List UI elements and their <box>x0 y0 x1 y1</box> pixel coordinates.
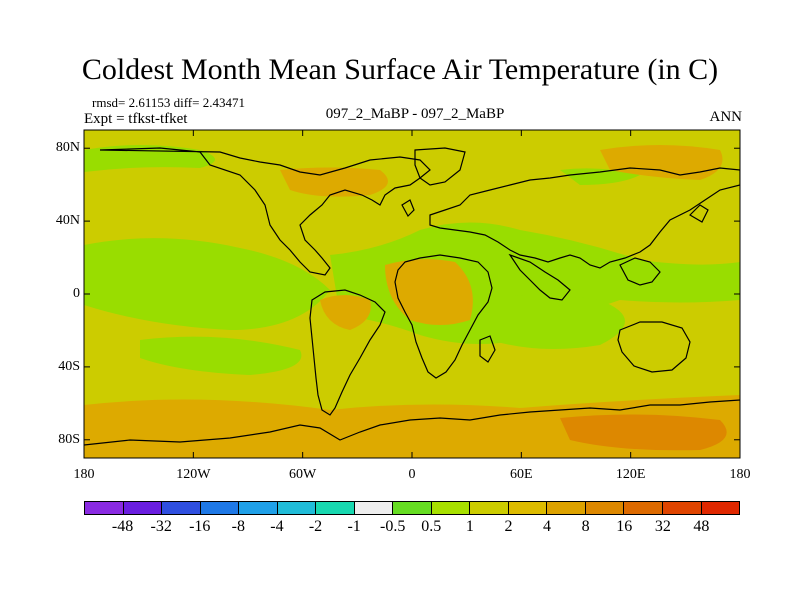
colorbar-label: -0.5 <box>380 518 406 535</box>
lon-label: 180 <box>73 467 95 482</box>
case-label: 097_2_MaBP - 097_2_MaBP <box>325 106 505 122</box>
experiment-label: Expt = tfkst-tfket <box>84 111 188 127</box>
field-warm-africa <box>385 259 473 325</box>
coastlines <box>84 147 740 446</box>
colorbar-swatch <box>353 501 394 515</box>
colorbar-swatch <box>469 501 509 515</box>
field-warm-northern <box>280 167 388 197</box>
colorbar-swatch <box>392 501 432 515</box>
lat-label: 80S <box>58 431 80 447</box>
lon-label: 0 <box>408 467 416 482</box>
lon-label: 120W <box>176 467 211 482</box>
colorbar-swatch <box>507 501 548 515</box>
stats-text: rmsd= 2.61153 diff= 2.43471 <box>92 95 245 110</box>
field-warm-southamerica <box>320 295 371 330</box>
coast-britain <box>401 199 415 217</box>
coast-madagascar <box>479 335 496 363</box>
colorbar <box>84 501 741 515</box>
field-green-south-pacific <box>140 336 302 375</box>
colorbar-label: -8 <box>231 518 245 535</box>
colorbar-swatch <box>700 501 741 515</box>
colorbar-swatch <box>84 501 124 515</box>
lon-label: 60E <box>510 467 533 482</box>
colorbar-label: 48 <box>693 518 710 535</box>
field-green-pacific <box>84 238 330 330</box>
colorbar-label: -2 <box>308 518 323 535</box>
lat-label: 40S <box>58 358 80 374</box>
colorbar-label: 0.5 <box>421 518 442 535</box>
colorbar-swatch <box>430 501 471 515</box>
colorbar-label: 2 <box>504 518 513 535</box>
coast-antarctica <box>84 399 740 446</box>
colorbar-label: 4 <box>543 518 552 535</box>
coast-southeast-asia <box>619 257 661 286</box>
colorbar-swatch <box>315 501 355 515</box>
colorbar-label: 1 <box>465 518 474 535</box>
colorbar-label: -16 <box>189 518 211 535</box>
coast-europe-asia <box>429 167 740 269</box>
colorbar-swatch <box>276 501 317 515</box>
field-warm-asia <box>600 145 723 180</box>
colorbar-label: 16 <box>616 518 633 535</box>
lat-label: 40N <box>55 213 80 229</box>
map-fields <box>84 130 740 458</box>
colorbar-swatch <box>238 501 278 515</box>
lat-tick-marks <box>84 147 740 441</box>
coast-africa <box>394 254 493 379</box>
colorbar-swatch <box>546 501 586 515</box>
coast-arabia-india <box>508 253 571 301</box>
colorbar-label: -1 <box>347 518 361 535</box>
colorbar-label: -4 <box>270 518 284 535</box>
lat-label: 80N <box>55 140 80 156</box>
field-green-indian <box>470 295 625 349</box>
field-hot-antarctic <box>560 414 727 451</box>
colorbar-swatch <box>623 501 663 515</box>
colorbar-swatch <box>199 501 240 515</box>
colorbar-label: 32 <box>654 518 671 535</box>
lon-label: 60W <box>289 467 317 482</box>
colorbar-label: 8 <box>581 518 590 535</box>
coast-australia <box>617 321 691 373</box>
colorbar-swatch <box>584 501 625 515</box>
lat-label: 0 <box>73 286 80 301</box>
coast-south-america <box>309 289 386 416</box>
field-green-arctic-east <box>560 168 640 185</box>
season-label: ANN <box>709 109 743 125</box>
colorbar-label: -32 <box>150 518 172 535</box>
colorbar-label: -48 <box>111 518 134 535</box>
lon-tick-marks <box>83 130 741 458</box>
lon-label: 180 <box>729 467 751 482</box>
colorbar-swatch <box>122 501 163 515</box>
coast-north-america <box>99 147 431 276</box>
field-warm-southern <box>84 395 740 458</box>
coast-greenland <box>414 147 466 186</box>
plot-title: Coldest Month Mean Surface Air Temperatu… <box>81 53 719 86</box>
colorbar-swatch <box>161 501 201 515</box>
coast-japan <box>689 204 709 223</box>
lon-label: 120E <box>615 467 646 482</box>
colorbar-swatch <box>661 501 702 515</box>
